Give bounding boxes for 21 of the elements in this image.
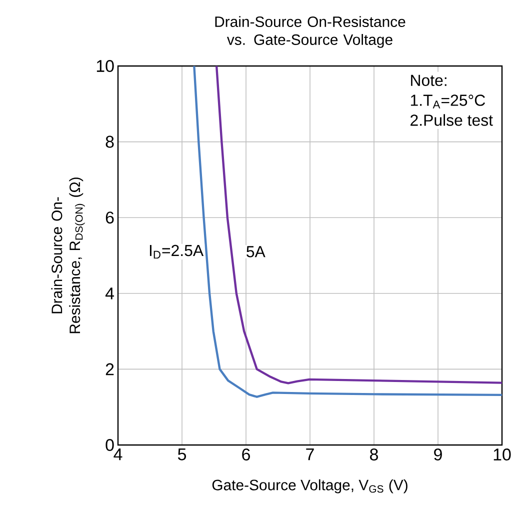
x-axis-title: Gate-Source Voltage, V$_{GS}$ (V) bbox=[212, 479, 408, 494]
annotation: 2.Pulse test bbox=[410, 114, 493, 126]
y-tick-label: 0 bbox=[106, 438, 114, 451]
y-axis-title: Drain-Source On-Resistance, R$_{DS(ON)}$ (Ω) bbox=[51, 178, 85, 334]
x-tick-label: 8 bbox=[370, 448, 378, 461]
y-tick-label: 2 bbox=[106, 363, 114, 376]
annotation: Note: bbox=[411, 74, 446, 86]
series-label: I$_{D}$=2.5A bbox=[150, 244, 204, 259]
x-tick-label: 10 bbox=[494, 448, 511, 461]
chart-title: Drain-Source On-Resistance vs. Gate-Source Voltage bbox=[215, 16, 406, 48]
y-tick-label: 4 bbox=[105, 288, 114, 300]
y-tick-label: 10 bbox=[96, 60, 114, 72]
x-tick-label: 5 bbox=[178, 448, 186, 460]
y-tick-label: 6 bbox=[106, 212, 114, 224]
x-tick-label: 4 bbox=[114, 448, 122, 460]
series-label: 5A bbox=[246, 246, 266, 258]
annotation: 1.T$_{A}$=25°C bbox=[410, 94, 486, 108]
x-tick-label: 7 bbox=[306, 448, 314, 460]
x-tick-label: 6 bbox=[242, 448, 250, 461]
x-tick-label: 9 bbox=[434, 448, 442, 461]
y-tick-label: 8 bbox=[106, 136, 114, 148]
